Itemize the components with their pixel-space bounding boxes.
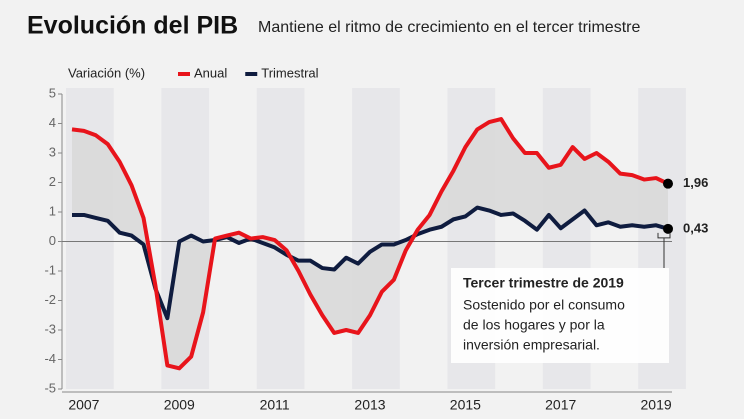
chart-subtitle: Mantiene el ritmo de crecimiento en el t… — [258, 19, 640, 36]
stripe — [352, 88, 400, 389]
x-tick-label: 2013 — [354, 397, 385, 413]
y-tick-label: 5 — [49, 85, 56, 100]
legend-label: Anual — [194, 65, 227, 80]
y-tick-label: -5 — [44, 380, 56, 395]
x-tick-label: 2017 — [545, 397, 576, 413]
y-tick-label: -3 — [44, 321, 56, 336]
annotation-text: de los hogares y por la — [463, 317, 605, 333]
end-dot — [663, 223, 673, 234]
y-tick-label: 4 — [49, 115, 56, 130]
legend-label: Trimestral — [261, 65, 318, 80]
annotation-box — [451, 268, 669, 363]
value-label: 0,43 — [683, 220, 708, 235]
end-dot — [663, 178, 673, 189]
chart-title: Evolución del PIB — [27, 12, 238, 40]
y-tick-label: 2 — [49, 174, 56, 189]
y-tick-label: 1 — [49, 203, 56, 218]
y-tick-label: -1 — [44, 262, 56, 277]
x-tick-label: 2009 — [164, 397, 195, 413]
value-label: 1,96 — [683, 175, 708, 190]
y-tick-label: 0 — [49, 233, 56, 248]
y-tick-label: -4 — [44, 351, 56, 366]
series-line — [72, 205, 669, 321]
gap-area — [72, 119, 668, 369]
annotation-title: Tercer trimestre de 2019 — [463, 275, 624, 291]
series-line — [71, 117, 669, 371]
x-tick-label: 2011 — [260, 397, 290, 413]
x-tick-label: 2007 — [68, 397, 99, 413]
x-tick-label: 2015 — [450, 397, 481, 413]
y-tick-label: 3 — [49, 144, 56, 159]
y-tick-label: -2 — [44, 292, 56, 307]
annotation-text: Sostenido por el consumo — [463, 297, 625, 313]
x-tick-label: 2019 — [641, 397, 672, 413]
annotation-bracket — [657, 232, 671, 268]
annotation-text: inversión empresarial. — [463, 337, 600, 353]
y-axis-label: Variación (%) — [68, 65, 145, 80]
